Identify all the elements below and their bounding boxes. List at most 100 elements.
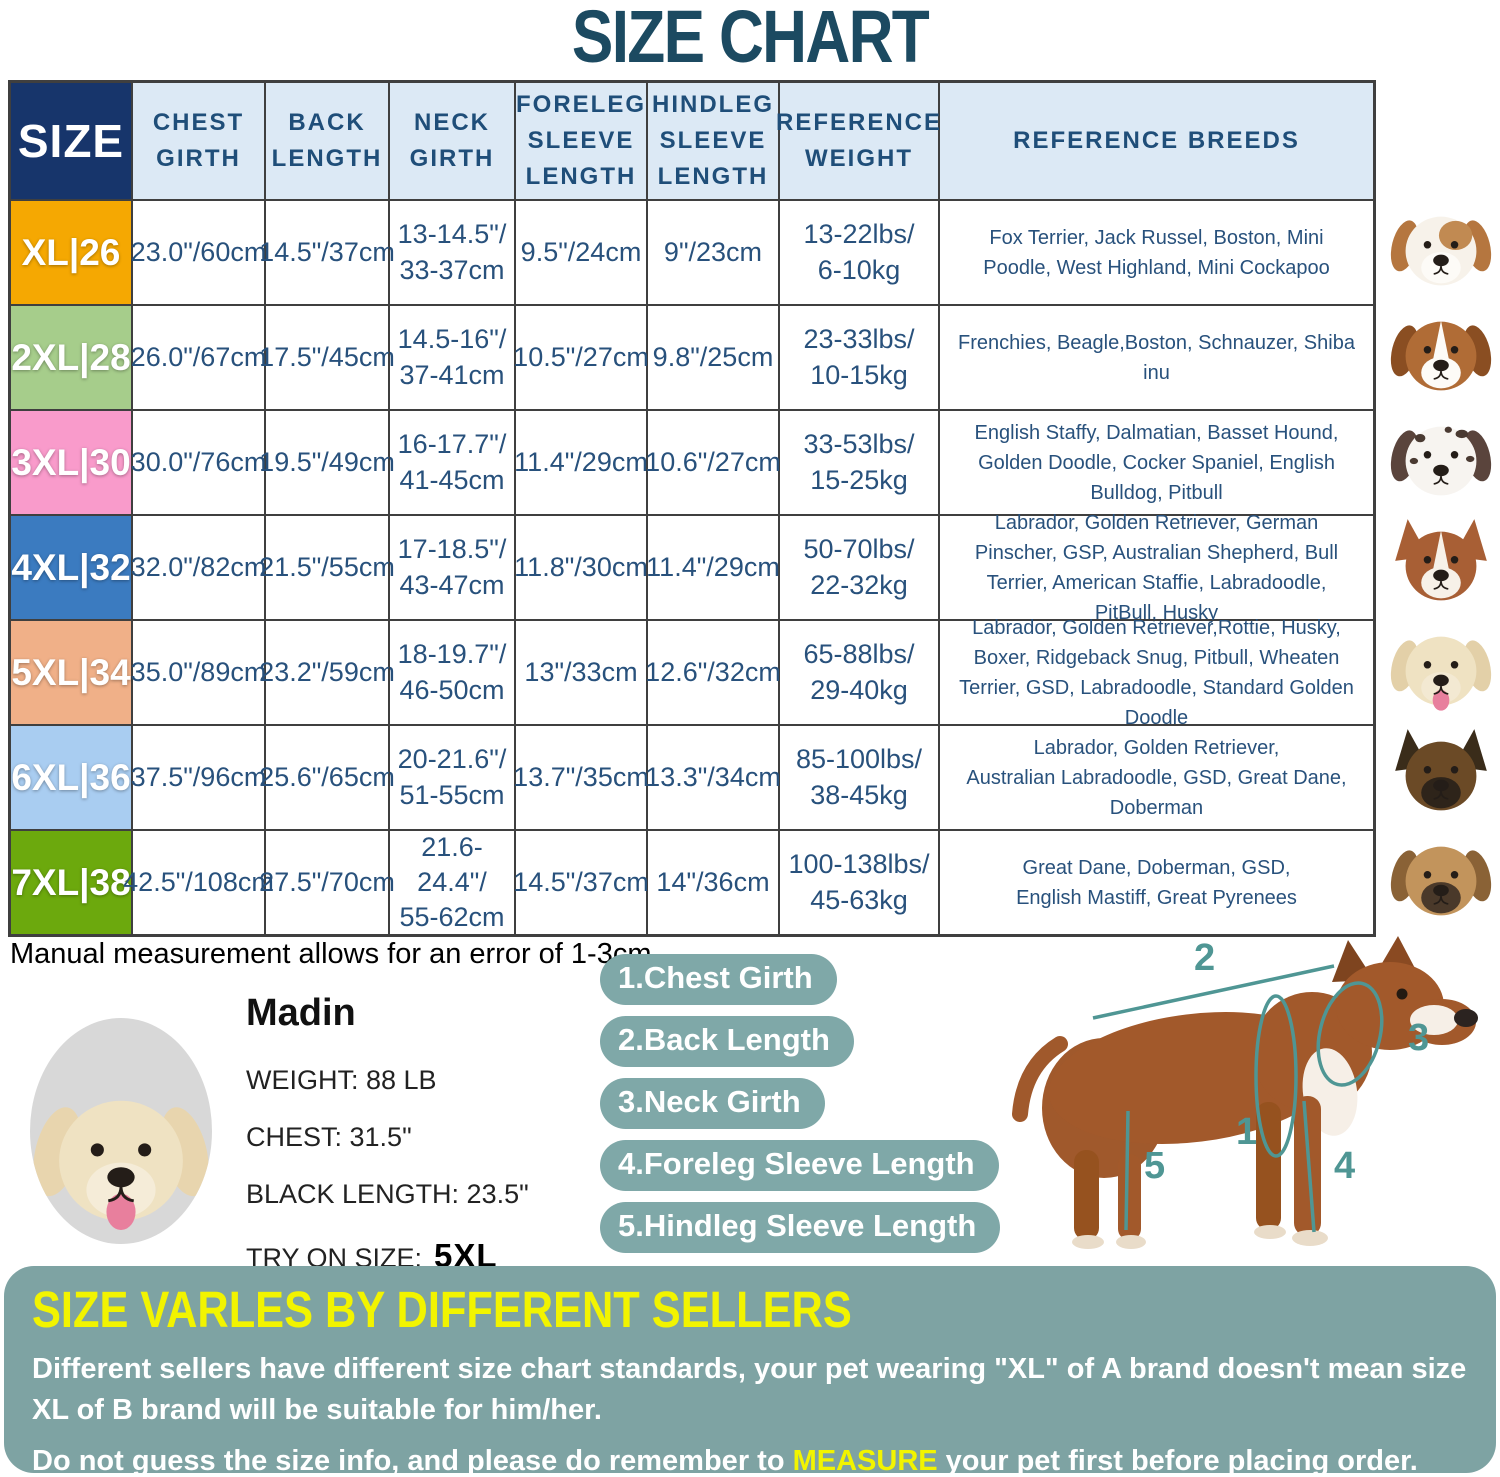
page-title: SIZE CHART <box>571 0 930 78</box>
neck-girth-cell: 17-18.5"/ 43-47cm <box>389 515 515 620</box>
reference-weight-cell: 65-88lbs/ 29-40kg <box>779 620 939 725</box>
column-header: NECK GIRTH <box>389 82 515 200</box>
size-label: 4XL|32 <box>10 515 132 620</box>
foreleg-sleeve-cell: 9.5"/24cm <box>515 200 647 305</box>
model-dog-name: Madin <box>246 992 356 1034</box>
measurement-error-note: Manual measurement allows for an error o… <box>10 938 652 970</box>
reference-weight-cell: 85-100lbs/ 38-45kg <box>779 725 939 830</box>
size-label: XL|26 <box>10 200 132 305</box>
diagram-label-2: 2 <box>1194 937 1215 979</box>
diagram-label-1: 1 <box>1236 1111 1257 1153</box>
reference-breeds-cell: Great Dane, Doberman, GSD, English Masti… <box>939 830 1374 935</box>
foreleg-sleeve-cell: 11.4"/29cm <box>514 410 648 515</box>
great-dane-photo <box>1388 830 1494 930</box>
reference-breeds-cell: Labrador, Golden Retriever,Rottie, Husky… <box>939 617 1374 729</box>
measurement-label-2: 2.Back Length <box>600 1016 854 1067</box>
neck-girth-cell: 20-21.6"/ 51-55cm <box>389 725 515 830</box>
dog-illustration <box>1012 936 1478 1249</box>
neck-girth-cell: 16-17.7"/ 41-45cm <box>389 410 515 515</box>
seller-warning-panel: SIZE VARLES BY DIFFERENT SELLERS Differe… <box>4 1266 1496 1477</box>
reference-breeds-cell: Labrador, Golden Retriever, Australian L… <box>939 725 1374 830</box>
reference-weight-cell: 50-70lbs/ 22-32kg <box>779 515 939 620</box>
neck-girth-cell: 14.5-16"/ 37-41cm <box>389 305 515 410</box>
labrador-photo <box>1388 620 1494 720</box>
column-header: FORELEG SLEEVE LENGTH <box>515 82 647 200</box>
american-staffordshire-photo <box>1388 515 1494 615</box>
neck-girth-cell: 18-19.7"/ 46-50cm <box>389 620 515 725</box>
model-dog-card: Madin WEIGHT: 88 LB CHEST: 31.5" BLACK L… <box>246 992 529 1302</box>
dalmatian-photo <box>1388 410 1494 510</box>
panel-paragraph-1: Different sellers have different size ch… <box>32 1353 1467 1427</box>
hindleg-sleeve-cell: 11.4"/29cm <box>646 515 780 620</box>
column-header: HINDLEG SLEEVE LENGTH <box>647 82 779 200</box>
column-header: CHEST GIRTH <box>132 82 265 200</box>
hindleg-sleeve-cell: 9"/23cm <box>647 200 779 305</box>
column-header: BACK LENGTH <box>265 82 389 200</box>
foreleg-sleeve-cell: 11.8"/30cm <box>514 515 648 620</box>
measurement-lines <box>1092 964 1384 1233</box>
neck-girth-cell: 21.6-24.4"/ 55-62cm <box>389 830 515 935</box>
hindleg-sleeve-cell: 13.3"/34cm <box>645 725 781 830</box>
model-chest: CHEST: 31.5" <box>246 1122 412 1152</box>
foreleg-sleeve-cell: 10.5"/27cm <box>513 305 649 410</box>
reference-breeds-cell: Labrador, Golden Retriever, German Pinsc… <box>939 512 1374 624</box>
measurement-label-1: 1.Chest Girth <box>600 954 837 1005</box>
model-back-length: BLACK LENGTH: 23.5" <box>246 1179 529 1209</box>
neck-girth-cell: 13-14.5"/ 33-37cm <box>389 200 515 305</box>
column-header: REFERENCE BREEDS <box>939 82 1374 200</box>
chest-girth-cell: 32.0"/82cm <box>131 515 266 620</box>
size-label: 3XL|30 <box>10 410 132 515</box>
chest-girth-cell: 42.5"/108cm <box>123 830 274 935</box>
chest-girth-cell: 23.0"/60cm <box>131 200 266 305</box>
back-length-cell: 25.6"/65cm <box>259 725 395 830</box>
reference-breeds-cell: Frenchies, Beagle,Boston, Schnauzer, Shi… <box>939 305 1374 410</box>
foreleg-sleeve-cell: 13"/33cm <box>515 620 647 725</box>
back-length-cell: 23.2"/59cm <box>259 620 395 725</box>
diagram-label-3: 3 <box>1408 1017 1429 1059</box>
measurement-legend: 1.Chest Girth 2.Back Length 3.Neck Girth 4.… <box>600 954 1001 1264</box>
hindleg-sleeve-cell: 9.8"/25cm <box>647 305 779 410</box>
reference-breeds-cell: Fox Terrier, Jack Russel, Boston, Mini P… <box>939 200 1374 305</box>
measurement-label-5: 5.Hindleg Sleeve Length <box>600 1202 1001 1253</box>
measurement-label-4: 4.Foreleg Sleeve Length <box>600 1140 999 1191</box>
back-length-cell: 14.5"/37cm <box>259 200 395 305</box>
size-label: 5XL|34 <box>10 620 132 725</box>
german-shepherd-photo <box>1388 725 1494 825</box>
reference-weight-cell: 33-53lbs/ 15-25kg <box>779 410 939 515</box>
back-length-cell: 27.5"/70cm <box>259 830 395 935</box>
diagram-label-5: 5 <box>1144 1145 1165 1187</box>
size-label: 2XL|28 <box>10 305 132 410</box>
back-length-cell: 21.5"/55cm <box>259 515 395 620</box>
chest-girth-cell: 30.0"/76cm <box>131 410 266 515</box>
model-weight: WEIGHT: 88 LB <box>246 1065 437 1095</box>
chest-girth-cell: 35.0"/89cm <box>131 620 266 725</box>
reference-weight-cell: 23-33lbs/ 10-15kg <box>779 305 939 410</box>
size-label: 7XL|38 <box>10 830 132 935</box>
reference-weight-cell: 100-138lbs/ 45-63kg <box>779 830 939 935</box>
panel-heading: SIZE VARLES BY DIFFERENT SELLERS <box>32 1281 852 1338</box>
size-label: 6XL|36 <box>10 725 132 830</box>
hindleg-sleeve-cell: 12.6"/32cm <box>645 620 781 725</box>
beagle-photo <box>1388 305 1494 405</box>
hindleg-sleeve-cell: 10.6"/27cm <box>645 410 781 515</box>
reference-breeds-cell: English Staffy, Dalmatian, Basset Hound,… <box>939 410 1374 515</box>
foreleg-sleeve-cell: 14.5"/37cm <box>513 830 649 935</box>
column-header: REFERENCE WEIGHT <box>776 82 940 200</box>
hindleg-sleeve-cell: 14"/36cm <box>647 830 779 935</box>
dog-measurement-diagram: 2 3 1 4 5 <box>998 926 1500 1264</box>
reference-weight-cell: 13-22lbs/ 6-10kg <box>779 200 939 305</box>
back-length-cell: 17.5"/45cm <box>259 305 395 410</box>
size-chart-table: SIZE CHEST GIRTH BACK LENGTH NECK GIRTH FORE… <box>8 80 1376 937</box>
back-length-cell: 19.5"/49cm <box>259 410 395 515</box>
size-column-header: SIZE <box>10 82 132 200</box>
model-dog-photo <box>30 1018 212 1244</box>
chest-girth-cell: 26.0"/67cm <box>131 305 266 410</box>
measure-highlight: MEASURE <box>792 1445 938 1477</box>
chest-girth-cell: 37.5"/96cm <box>131 725 266 830</box>
panel-paragraph-2: Do not guess the size info, and please d… <box>32 1445 1418 1477</box>
foreleg-sleeve-cell: 13.7"/35cm <box>513 725 649 830</box>
diagram-label-4: 4 <box>1334 1145 1355 1187</box>
jack-russell-terrier-photo <box>1388 200 1494 300</box>
measurement-label-3: 3.Neck Girth <box>600 1078 825 1129</box>
